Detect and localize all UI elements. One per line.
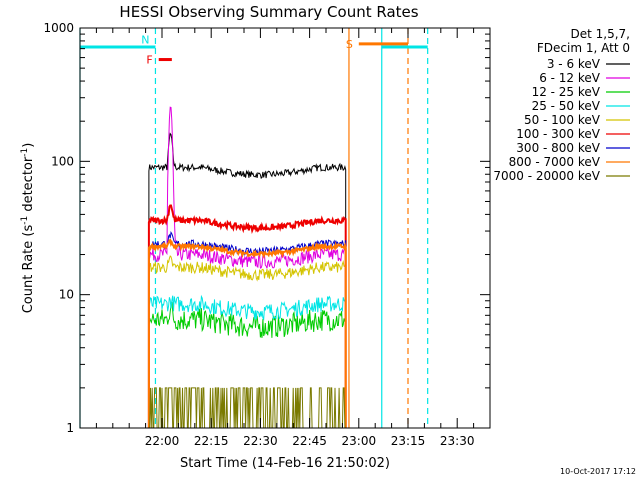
y-axis-label: Count Rate (s-1 detector-1) [20,143,36,314]
series-line [148,301,347,429]
y-tick-label: 10 [59,288,74,302]
legend-entry-label: 12 - 25 keV [532,85,601,99]
y-label-sup-1: -1 [20,216,30,225]
x-tick-label: 22:45 [292,434,327,448]
annotation-label: F [146,54,152,67]
y-tick-label: 100 [51,154,74,168]
legend-header-1: Det 1,5,7, [571,27,631,41]
series-line [148,255,347,429]
legend-entry-label: 3 - 6 keV [547,57,601,71]
legend-entry-label: 7000 - 20000 keV [493,169,600,183]
footer-date: 10-Oct-2017 17:12 [560,467,636,476]
series-line [148,106,347,429]
series-line [148,132,347,429]
series-line [147,204,347,429]
legend-entry-label: 300 - 800 keV [516,141,600,155]
legend-entry-label: 50 - 100 keV [524,113,601,127]
x-tick-label: 22:00 [145,434,180,448]
axis-layer: 1 10 100 1000 22:00 22:15 22:30 22:45 23:00 23:15… [43,21,490,448]
legend-entry-label: 6 - 12 keV [539,71,601,85]
y-tick-label: 1 [66,421,74,435]
x-tick-label: 22:15 [194,434,229,448]
y-label-main: Count Rate (s [21,225,36,314]
y-label-mid: detector [21,156,36,216]
x-tick-label: 22:30 [243,434,278,448]
x-tick-label: 23:00 [342,434,377,448]
chart-title: HESSI Observing Summary Count Rates [119,3,418,21]
legend-entry-label: 800 - 7000 keV [509,155,601,169]
y-tick-label: 1000 [43,21,74,35]
legend-entry-label: 25 - 50 keV [532,99,601,113]
y-label-sup-2: -1 [20,148,30,157]
x-tick-label: 23:15 [391,434,426,448]
x-axis-label: Start Time (14-Feb-16 21:50:02) [180,456,390,471]
legend-header-2: FDecim 1, Att 0 [537,41,630,55]
data-layer: FN S [79,28,429,429]
series-line [147,238,347,429]
series-line [148,387,346,429]
plot-frame [79,27,491,429]
annotation-label: S [346,38,353,51]
series-line [148,294,347,429]
y-label-end: ) [21,143,36,148]
legend-entry-label: 100 - 300 keV [516,127,600,141]
x-tick-label: 23:30 [440,434,475,448]
annotation-label: N [141,33,149,46]
